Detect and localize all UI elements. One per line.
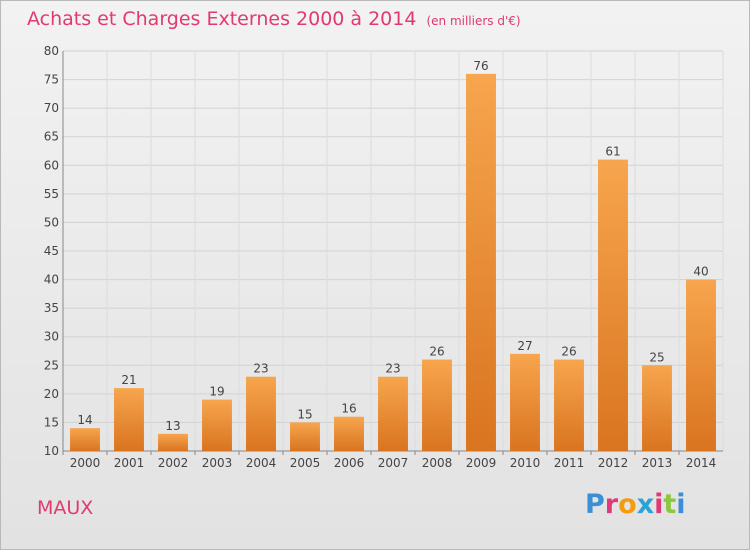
y-tick-label: 80	[44, 44, 59, 58]
data-label: 76	[473, 59, 488, 73]
data-label: 15	[297, 407, 312, 421]
x-tick-label: 2002	[158, 456, 189, 470]
y-tick-label: 20	[44, 387, 59, 401]
data-label: 23	[253, 362, 268, 376]
data-label: 16	[341, 402, 356, 416]
data-label: 26	[561, 345, 576, 359]
x-tick-label: 2003	[202, 456, 233, 470]
title-text: Achats et Charges Externes 2000 à 2014	[27, 8, 417, 30]
bar	[598, 159, 628, 452]
bar	[158, 433, 188, 451]
data-labels: 14 21 13 19 23 15 16 23 26 76 27 26 61 25 40	[77, 59, 708, 433]
logo-letter: t	[663, 489, 677, 520]
x-tick-label: 2000	[70, 456, 101, 470]
y-tick-label: 70	[44, 101, 59, 115]
bar	[334, 416, 364, 451]
bars	[70, 73, 716, 452]
bar	[642, 365, 672, 451]
data-label: 19	[209, 385, 224, 399]
x-tick-label: 2006	[334, 456, 365, 470]
x-tick-label: 2008	[422, 456, 453, 470]
x-tick-label: 2001	[114, 456, 145, 470]
x-tick-label: 2009	[466, 456, 497, 470]
proxiti-logo: Proxiti	[585, 489, 686, 520]
x-tick-label: 2014	[686, 456, 717, 470]
bar	[202, 399, 232, 451]
bar	[466, 73, 496, 451]
x-tick-label: 2011	[554, 456, 585, 470]
logo-letter: x	[636, 489, 655, 520]
bar	[422, 359, 452, 451]
title-unit: (en milliers d'€)	[426, 14, 521, 28]
bar	[686, 279, 716, 451]
data-label: 26	[429, 345, 444, 359]
y-tick-label: 30	[44, 330, 59, 344]
x-tick-label: 2012	[598, 456, 629, 470]
commune-name: MAUX	[37, 497, 94, 519]
x-tick-label: 2010	[510, 456, 541, 470]
y-tick-label: 50	[44, 215, 59, 229]
y-tick-label: 35	[44, 301, 59, 315]
bar	[554, 359, 584, 451]
data-label: 40	[693, 265, 708, 279]
data-label: 27	[517, 339, 532, 353]
y-tick-label: 65	[44, 130, 59, 144]
y-tick-label: 40	[44, 273, 59, 287]
bar	[290, 422, 320, 451]
y-tick-label: 25	[44, 358, 59, 372]
y-tick-label: 15	[44, 415, 59, 429]
data-label: 23	[385, 362, 400, 376]
x-tick-label: 2013	[642, 456, 673, 470]
logo-letter: i	[654, 489, 664, 520]
data-label: 21	[121, 373, 136, 387]
data-label: 61	[605, 145, 620, 159]
data-label: 14	[77, 413, 92, 427]
bar	[378, 376, 408, 451]
data-label: 13	[165, 419, 180, 433]
bar	[114, 388, 144, 451]
bar	[246, 376, 276, 451]
bar	[70, 428, 100, 451]
y-tick-label: 45	[44, 244, 59, 258]
bar	[510, 353, 540, 451]
logo-letter: i	[676, 489, 686, 520]
chart-title: Achats et Charges Externes 2000 à 2014 (e…	[27, 8, 521, 30]
y-tick-label: 60	[44, 158, 59, 172]
y-tick-label: 75	[44, 73, 59, 87]
logo-letter: o	[618, 489, 637, 520]
logo-letter: P	[585, 489, 605, 520]
y-tick-label: 10	[44, 444, 59, 458]
x-tick-label: 2005	[290, 456, 321, 470]
x-tick-label: 2007	[378, 456, 409, 470]
data-label: 25	[649, 350, 664, 364]
logo-letter: r	[604, 489, 619, 520]
y-tick-label: 55	[44, 187, 59, 201]
x-tick-label: 2004	[246, 456, 277, 470]
